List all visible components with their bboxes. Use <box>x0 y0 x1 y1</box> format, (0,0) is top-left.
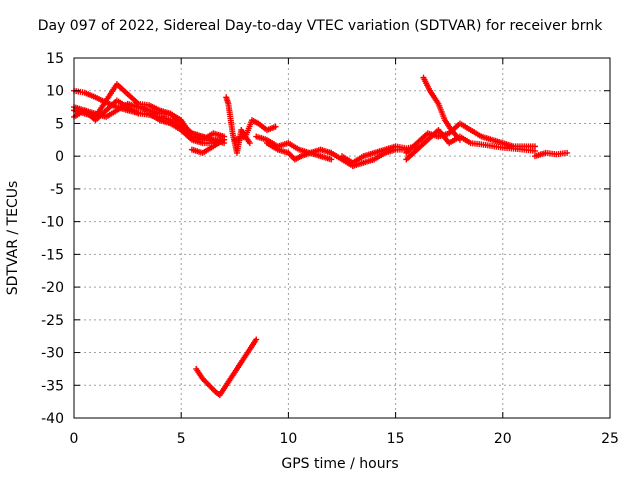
series-track-16 <box>531 149 571 160</box>
x-tick-label: 5 <box>177 431 186 447</box>
series-track-15 <box>420 74 463 143</box>
x-tick-label: 10 <box>279 431 297 447</box>
x-tick-label: 15 <box>387 431 405 447</box>
data-point <box>246 140 253 147</box>
y-tick-label: -30 <box>41 346 64 362</box>
data-point <box>328 156 335 163</box>
data-point <box>531 147 538 154</box>
y-tick-label: -5 <box>50 182 64 198</box>
x-tick-label: 20 <box>494 431 512 447</box>
series-track-10 <box>263 140 335 163</box>
y-tick-label: -20 <box>41 280 64 296</box>
series-track-13 <box>403 120 538 156</box>
y-tick-label: -10 <box>41 215 64 231</box>
x-tick-label: 0 <box>70 431 79 447</box>
series-track-6 <box>193 336 260 399</box>
y-tick-label: -25 <box>41 313 64 329</box>
series-track-12 <box>339 143 421 166</box>
data-point <box>272 123 279 130</box>
series-track-5 <box>188 136 228 156</box>
x-tick-label: 25 <box>601 431 619 447</box>
series-track-9 <box>253 133 335 156</box>
plot-frame <box>73 57 611 419</box>
chart-title: Day 097 of 2022, Sidereal Day-to-day VTE… <box>37 18 603 34</box>
y-tick-label: 0 <box>55 149 64 165</box>
y-tick-label: -40 <box>41 411 64 427</box>
y-tick-label: 15 <box>46 51 64 67</box>
y-tick-label: -35 <box>41 378 64 394</box>
y-tick-label: 5 <box>55 116 64 132</box>
series-track-7 <box>223 94 253 156</box>
series-track-11 <box>328 146 410 169</box>
data-series <box>71 74 571 399</box>
data-point <box>456 136 463 143</box>
data-point <box>221 136 228 143</box>
x-axis-label: GPS time / hours <box>281 456 399 472</box>
y-tick-label: -15 <box>41 247 64 263</box>
series-track-8 <box>231 117 279 143</box>
data-point <box>253 336 260 343</box>
y-tick-label: 10 <box>46 84 64 100</box>
grid <box>74 58 610 418</box>
data-point <box>564 149 571 156</box>
axis-ticks: -40 -35 -30 -25 -20 -15 -10 -5 0 5 10 15 0 5 10 15 20 25 <box>41 51 619 447</box>
